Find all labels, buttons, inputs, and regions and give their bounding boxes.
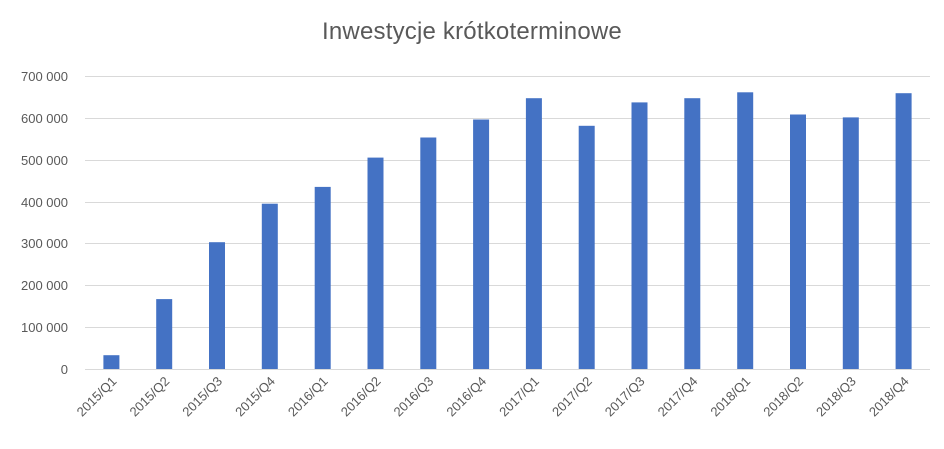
x-tick-label: 2017/Q4 — [655, 374, 701, 420]
bar — [261, 203, 278, 369]
x-tick-label: 2015/Q2 — [126, 374, 172, 420]
x-tick-label: 2016/Q4 — [443, 374, 489, 420]
y-tick-label: 700 000 — [21, 69, 68, 84]
x-axis-tick-labels: 2015/Q1 2015/Q2 2015/Q3 2015/Q4 2016/Q1 2016/… — [74, 374, 912, 420]
chart-title: Inwestycje krótkoterminowe — [322, 18, 622, 45]
bar — [525, 98, 542, 369]
y-tick-label: 600 000 — [21, 111, 68, 126]
x-tick-label: 2018/Q1 — [707, 374, 753, 420]
x-tick-label: 2016/Q2 — [338, 374, 384, 420]
y-tick-label: 300 000 — [21, 236, 68, 251]
bar — [156, 299, 173, 369]
y-axis-tick-labels: 0 100 000 200 000 300 000 400 000 500 000 600 … — [21, 69, 68, 377]
x-tick-label: 2017/Q1 — [496, 374, 542, 420]
bar — [631, 102, 648, 370]
y-tick-label: 500 000 — [21, 153, 68, 168]
x-tick-label: 2017/Q2 — [549, 374, 595, 420]
bar — [314, 186, 331, 369]
bars — [103, 92, 912, 370]
x-tick-label: 2015/Q4 — [232, 374, 278, 420]
bar — [737, 92, 754, 370]
bar — [420, 137, 437, 369]
x-tick-label: 2018/Q4 — [866, 374, 912, 420]
bar — [790, 114, 806, 369]
bar — [895, 93, 912, 369]
gridlines — [85, 76, 930, 370]
y-tick-label: 200 000 — [21, 278, 68, 293]
x-tick-label: 2016/Q1 — [285, 374, 331, 420]
x-tick-label: 2018/Q2 — [760, 374, 806, 420]
bar — [842, 117, 859, 370]
bar — [684, 98, 701, 369]
bar — [473, 119, 490, 369]
x-tick-label: 2016/Q3 — [391, 374, 437, 420]
x-tick-label: 2018/Q3 — [813, 374, 859, 420]
bar — [578, 125, 595, 369]
bar — [103, 355, 120, 369]
y-tick-label: 400 000 — [21, 195, 68, 210]
y-tick-label: 100 000 — [21, 320, 68, 335]
x-tick-label: 2015/Q1 — [74, 374, 120, 420]
x-tick-label: 2017/Q3 — [602, 374, 648, 420]
bar — [367, 157, 384, 369]
bar — [209, 242, 225, 369]
y-tick-label: 0 — [61, 362, 68, 377]
x-tick-label: 2015/Q3 — [179, 374, 225, 420]
